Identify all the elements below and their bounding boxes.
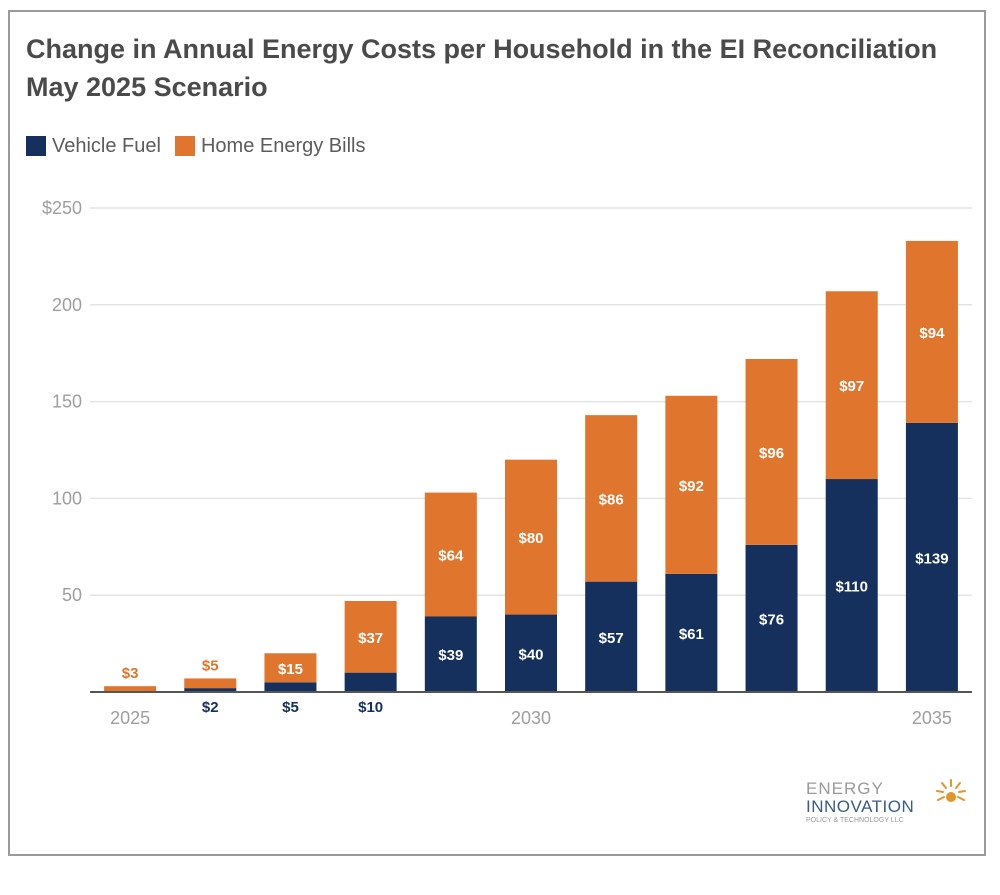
data-label-vehicle-fuel-2028: $10 <box>358 699 383 716</box>
data-label-vehicle-fuel-2035: $139 <box>915 550 948 567</box>
y-tick-label-100: 100 <box>52 488 82 508</box>
chart-title: Change in Annual Energy Costs per Househ… <box>26 34 938 102</box>
data-label-home-energy-2029: $64 <box>438 548 464 565</box>
data-label-vehicle-fuel-2031: $57 <box>599 630 624 647</box>
data-label-home-energy-2035: $94 <box>919 325 945 342</box>
sun-icon <box>936 779 966 802</box>
bar-home-energy-2031 <box>585 415 638 582</box>
bar-home-energy-2027 <box>264 653 317 683</box>
x-tick-label-2035: 2035 <box>912 708 952 728</box>
bar-home-energy-2028 <box>344 601 397 673</box>
bar-home-energy-2033 <box>745 359 798 545</box>
bar-home-energy-2026 <box>184 678 237 689</box>
y-tick-label-250: $250 <box>42 198 82 218</box>
legend-item-vehicle-fuel: Vehicle Fuel <box>26 135 161 158</box>
data-label-home-energy-2026: $5 <box>202 657 219 674</box>
bar-vehicle-fuel-2032 <box>665 573 718 692</box>
legend-item-home-energy-bills: Home Energy Bills <box>174 134 366 158</box>
data-label-home-energy-2034: $97 <box>839 378 864 395</box>
y-tick-label-150: 150 <box>52 392 82 412</box>
x-tick-label-2025: 2025 <box>110 708 150 728</box>
bar-vehicle-fuel-2035 <box>905 422 958 692</box>
x-tick-label-2030: 2030 <box>511 708 551 728</box>
bar-home-energy-2025 <box>104 686 157 692</box>
data-label-vehicle-fuel-2032: $61 <box>679 626 704 643</box>
y-tick-label-200: 200 <box>52 295 82 315</box>
data-label-home-energy-2028: $37 <box>358 630 383 647</box>
logo-text-line3: POLICY & TECHNOLOGY LLC <box>806 817 904 824</box>
data-label-vehicle-fuel-2033: $76 <box>759 611 784 628</box>
data-label-vehicle-fuel-2034: $110 <box>835 579 868 596</box>
legend: Vehicle Fuel Home Energy Bills <box>26 132 379 160</box>
data-label-home-energy-2031: $86 <box>599 491 624 508</box>
bar-vehicle-fuel-2033 <box>745 544 798 692</box>
data-label-home-energy-2030: $80 <box>518 530 543 547</box>
legend-swatch-vehicle-fuel <box>26 136 46 156</box>
y-tick-label-50: 50 <box>62 585 82 605</box>
data-label-home-energy-2033: $96 <box>759 445 784 462</box>
data-label-home-energy-2027: $15 <box>278 661 303 678</box>
legend-label-home-energy-bills: Home Energy Bills <box>200 134 366 157</box>
data-label-vehicle-fuel-2030: $40 <box>518 646 543 663</box>
data-label-home-energy-2025: $3 <box>122 665 139 682</box>
bar-vehicle-fuel-2029 <box>424 616 477 692</box>
bar-home-energy-2034 <box>825 291 878 480</box>
bar-home-energy-2030 <box>505 459 557 615</box>
legend-label-vehicle-fuel: Vehicle Fuel <box>52 134 161 157</box>
chart-frame <box>8 10 986 856</box>
energy-innovation-logo: ENERGY INNOVATION POLICY & TECHNOLOGY LL… <box>800 775 970 835</box>
legend-swatch-home-energy-bills <box>174 136 195 156</box>
logo-text-line2: INNOVATION <box>806 797 915 816</box>
bar-vehicle-fuel-2026 <box>184 688 237 692</box>
bar-vehicle-fuel-2031 <box>585 581 638 692</box>
bar-vehicle-fuel-2027 <box>264 682 317 692</box>
bar-vehicle-fuel-2034 <box>825 479 878 692</box>
bar-vehicle-fuel-2028 <box>344 672 397 692</box>
data-label-vehicle-fuel-2029: $39 <box>438 647 463 664</box>
bar-home-energy-2035 <box>905 240 958 423</box>
bar-vehicle-fuel-2030 <box>505 614 557 692</box>
bar-home-energy-2032 <box>665 395 718 574</box>
bar-home-energy-2029 <box>424 492 477 617</box>
data-label-vehicle-fuel-2027: $5 <box>282 699 299 716</box>
data-label-home-energy-2032: $92 <box>679 478 704 495</box>
logo-text-line1: ENERGY <box>806 779 884 798</box>
data-label-vehicle-fuel-2026: $2 <box>202 699 219 716</box>
